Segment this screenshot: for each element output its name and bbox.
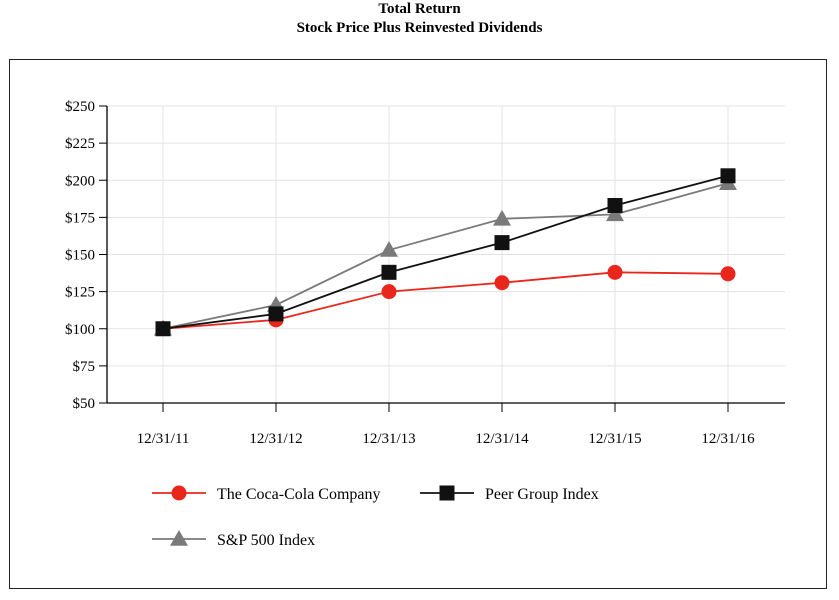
- data-point-peer-group-index: [155, 321, 171, 337]
- data-point-peer-group-index: [381, 264, 397, 280]
- data-point-the-coca-cola-company: [720, 266, 736, 282]
- x-tick-label: 12/31/12: [249, 431, 302, 447]
- legend-marker: [171, 485, 187, 501]
- x-tick-label: 12/31/15: [588, 431, 641, 447]
- series-peer-group-index: [155, 168, 736, 337]
- legend-label: S&P 500 Index: [217, 532, 315, 549]
- x-tick-label: 12/31/16: [701, 431, 755, 447]
- data-point-s-p-500-index: [493, 209, 511, 226]
- legend-item-s-p-500-index: S&P 500 Index: [152, 530, 315, 549]
- y-tick-label: $225: [65, 136, 95, 152]
- data-point-peer-group-index: [720, 168, 736, 184]
- legend-item-the-coca-cola-company: The Coca-Cola Company: [152, 485, 381, 503]
- legend-label: The Coca-Cola Company: [217, 486, 381, 503]
- chart-title: Total Return: [378, 1, 461, 17]
- data-point-s-p-500-index: [380, 241, 398, 257]
- legend-item-peer-group-index: Peer Group Index: [420, 485, 599, 503]
- x-tick-label: 12/31/11: [137, 431, 190, 447]
- y-tick-label: $75: [73, 359, 96, 375]
- data-point-the-coca-cola-company: [381, 284, 397, 300]
- legend: The Coca-Cola Company Peer Group Index S&P…: [152, 485, 599, 549]
- axes: [99, 105, 785, 412]
- series-line-the-coca-cola-company: [162, 271, 729, 330]
- data-point-peer-group-index: [268, 306, 284, 322]
- x-axis-tick-labels: 12/31/11 12/31/12 12/31/13 12/31/14 12/31/15…: [137, 431, 756, 447]
- series-line-s-p-500-index: [162, 182, 729, 330]
- chart-subtitle: Stock Price Plus Reinvested Dividends: [296, 20, 543, 36]
- x-tick-label: 12/31/14: [475, 431, 529, 447]
- legend-marker: [439, 485, 455, 501]
- y-tick-label: $150: [65, 248, 95, 264]
- legend-marker: [170, 530, 188, 546]
- data-point-the-coca-cola-company: [494, 275, 510, 291]
- y-tick-label: $250: [65, 99, 95, 115]
- title-block: Total Return Stock Price Plus Reinvested…: [0, 0, 839, 38]
- chart-frame: [9, 59, 827, 589]
- gridlines: [107, 105, 785, 403]
- y-tick-label: $125: [65, 285, 95, 301]
- data-point-the-coca-cola-company: [607, 264, 623, 280]
- legend-label: Peer Group Index: [485, 486, 599, 503]
- data-point-peer-group-index: [607, 197, 623, 213]
- data-point-peer-group-index: [494, 235, 510, 251]
- y-tick-label: $200: [65, 173, 95, 189]
- series-the-coca-cola-company: [155, 264, 736, 337]
- x-tick-label: 12/31/13: [362, 431, 415, 447]
- y-tick-label: $175: [65, 210, 95, 226]
- series-lines: [154, 168, 737, 337]
- series-line-peer-group-index: [162, 174, 729, 330]
- data-point-s-p-500-index: [606, 205, 624, 222]
- y-tick-label: $50: [73, 396, 96, 412]
- y-tick-label: $100: [65, 322, 95, 338]
- y-axis-tick-labels: $250 $225 $200 $175 $150 $125 $100 $75 $50: [65, 99, 95, 412]
